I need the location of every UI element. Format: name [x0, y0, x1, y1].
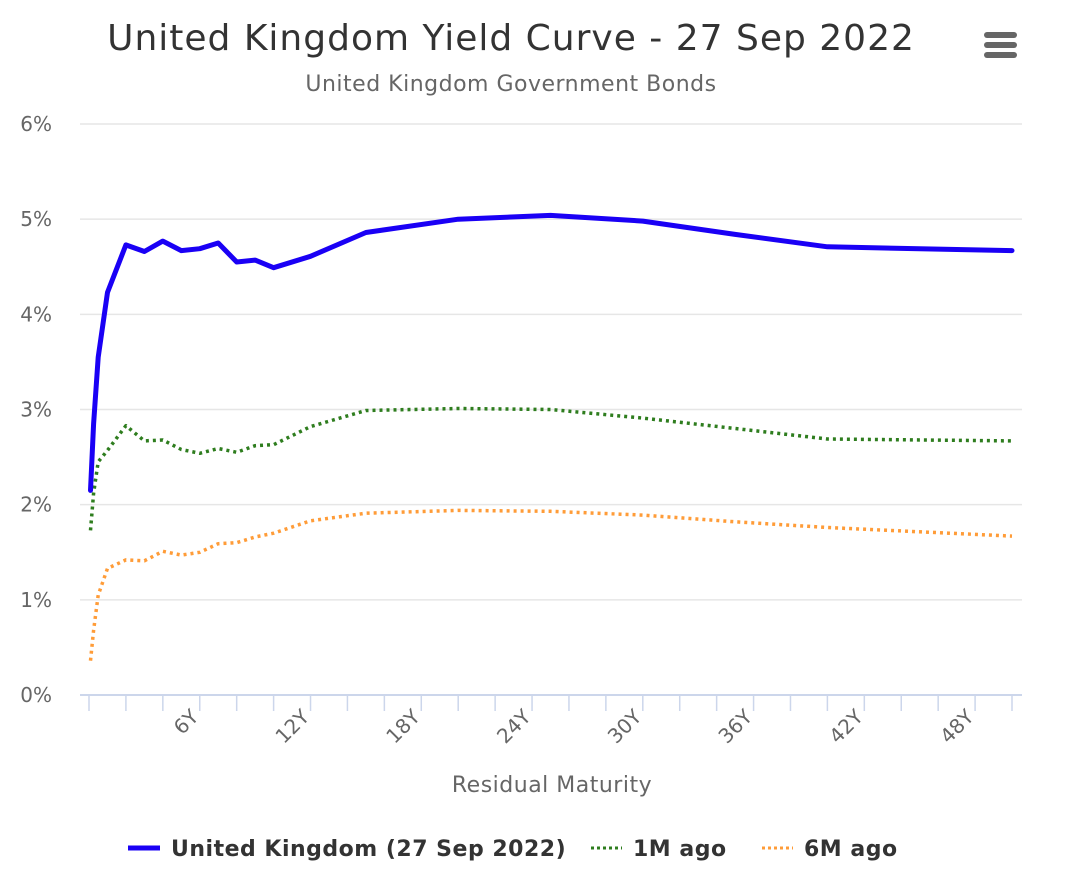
- y-tick-label: 2%: [20, 493, 52, 517]
- x-tick-label: 18Y: [381, 704, 425, 748]
- x-tick-label: 6Y: [169, 704, 204, 739]
- y-tick-label: 4%: [20, 302, 52, 326]
- x-tick-label: 48Y: [935, 704, 979, 748]
- x-axis-title: Residual Maturity: [452, 773, 652, 798]
- x-tick-label: 36Y: [713, 704, 757, 748]
- chart-menu-button[interactable]: [978, 24, 1024, 64]
- x-axis: 6Y 12Y 18Y 24Y 30Y 36Y 42Y 48Y: [80, 694, 1022, 748]
- legend: United Kingdom (27 Sep 2022) 1M ago 6M a…: [128, 837, 898, 862]
- legend-item-1m[interactable]: 1M ago: [591, 837, 727, 862]
- y-tick-label: 6%: [20, 112, 52, 136]
- legend-label-6m: 6M ago: [804, 837, 898, 862]
- series-line-6m-ago[interactable]: [88, 508, 1013, 661]
- hamburger-menu-icon: [984, 32, 1017, 58]
- legend-label-uk: United Kingdom (27 Sep 2022): [171, 837, 566, 862]
- plot-series: [88, 212, 1015, 661]
- x-tick-label: 30Y: [603, 704, 647, 748]
- y-axis-ticks: 0% 1% 2% 3% 4% 5% 6%: [20, 112, 52, 707]
- gridlines: [80, 123, 1022, 601]
- chart-title: United Kingdom Yield Curve - 27 Sep 2022: [107, 18, 915, 59]
- y-tick-label: 5%: [20, 207, 52, 231]
- y-tick-label: 0%: [20, 683, 52, 707]
- legend-item-6m[interactable]: 6M ago: [762, 837, 898, 862]
- y-tick-label: 3%: [20, 398, 52, 422]
- y-tick-label: 1%: [20, 588, 52, 612]
- legend-label-1m: 1M ago: [633, 837, 727, 862]
- legend-item-uk[interactable]: United Kingdom (27 Sep 2022): [128, 837, 566, 862]
- series-line-uk[interactable]: [88, 212, 1015, 493]
- x-tick-label: 24Y: [492, 704, 536, 748]
- series-line-1m-ago[interactable]: [88, 406, 1013, 531]
- x-tick-label: 42Y: [824, 704, 868, 748]
- chart-subtitle: United Kingdom Government Bonds: [305, 72, 716, 97]
- x-tick-label: 12Y: [270, 704, 314, 748]
